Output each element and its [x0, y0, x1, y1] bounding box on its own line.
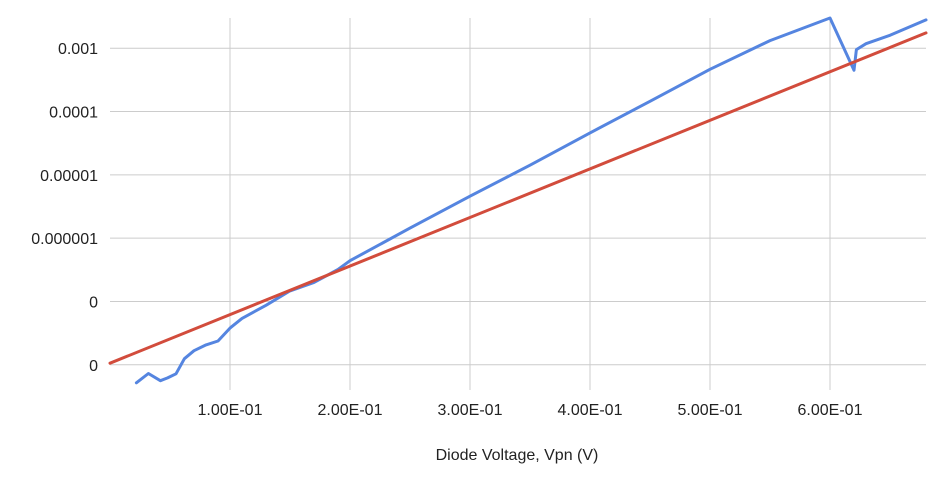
x-tick-labels: 1.00E-01 2.00E-01 3.00E-01 4.00E-01 5.00E-01…: [198, 402, 863, 419]
x-axis-title: Diode Voltage, Vpn (V): [436, 447, 599, 464]
y-tick-labels: 0.001 0.0001 0.00001 0.000001 0 0: [31, 41, 98, 375]
y-tick-label-3: 0.000001: [31, 231, 98, 248]
x-tick-label-5: 6.00E-01: [798, 402, 863, 419]
y-tick-label-1: 0.0001: [49, 105, 98, 122]
x-tick-label-4: 5.00E-01: [678, 402, 743, 419]
series-lines: [108, 16, 928, 385]
y-tick-label-4: 0: [89, 294, 98, 311]
x-tick-label-3: 4.00E-01: [558, 402, 623, 419]
series-line-0: [134, 16, 928, 385]
y-tick-label-0: 0.001: [58, 41, 98, 58]
y-tick-label-2: 0.00001: [40, 168, 98, 185]
x-tick-label-1: 2.00E-01: [318, 402, 383, 419]
series-line-1: [108, 31, 928, 365]
x-tick-label-2: 3.00E-01: [438, 402, 503, 419]
grid-lines: [110, 18, 926, 390]
y-tick-label-5: 0: [89, 358, 98, 375]
x-tick-label-0: 1.00E-01: [198, 402, 263, 419]
